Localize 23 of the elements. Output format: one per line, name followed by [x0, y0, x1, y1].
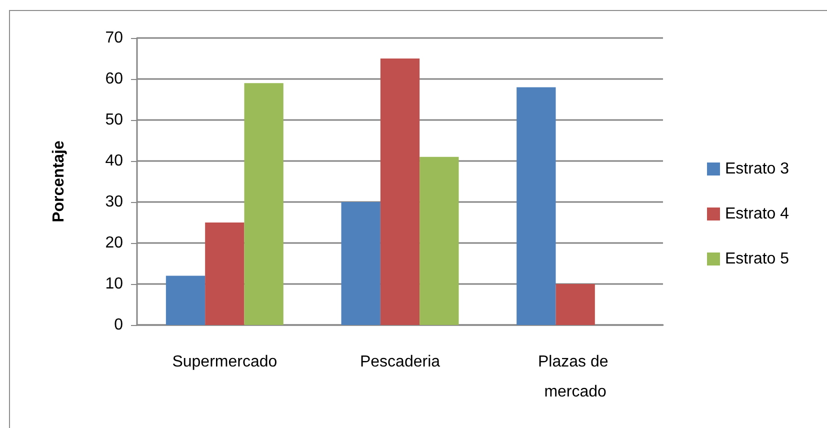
legend-label: Estrato 5: [725, 250, 790, 268]
y-tick-label: 70: [105, 30, 124, 46]
y-axis-title: Porcentaje: [50, 140, 68, 222]
bar: [205, 222, 244, 325]
y-tick-label: 60: [105, 70, 124, 88]
bar: [556, 284, 595, 325]
x-tick-label: Pescaderia: [360, 354, 440, 370]
y-tick-label: 50: [105, 112, 124, 128]
bar: [420, 156, 459, 325]
x-tick-label: Plazas de mercado: [538, 354, 613, 400]
bar: [166, 276, 206, 325]
y-tick-label: 0: [114, 316, 124, 334]
y-tick-label: 10: [105, 276, 124, 292]
legend-label: Estrato 3: [725, 160, 790, 178]
y-tick-label: 40: [105, 152, 124, 170]
bar: [380, 58, 420, 325]
bar: [516, 87, 556, 325]
bar: [244, 83, 284, 325]
y-tick-label: 20: [105, 234, 124, 252]
x-tick-label: Supermercado: [172, 354, 278, 370]
legend-label: Estrato 4: [725, 206, 790, 222]
bar: [341, 202, 380, 325]
y-tick-label: 30: [105, 194, 124, 210]
